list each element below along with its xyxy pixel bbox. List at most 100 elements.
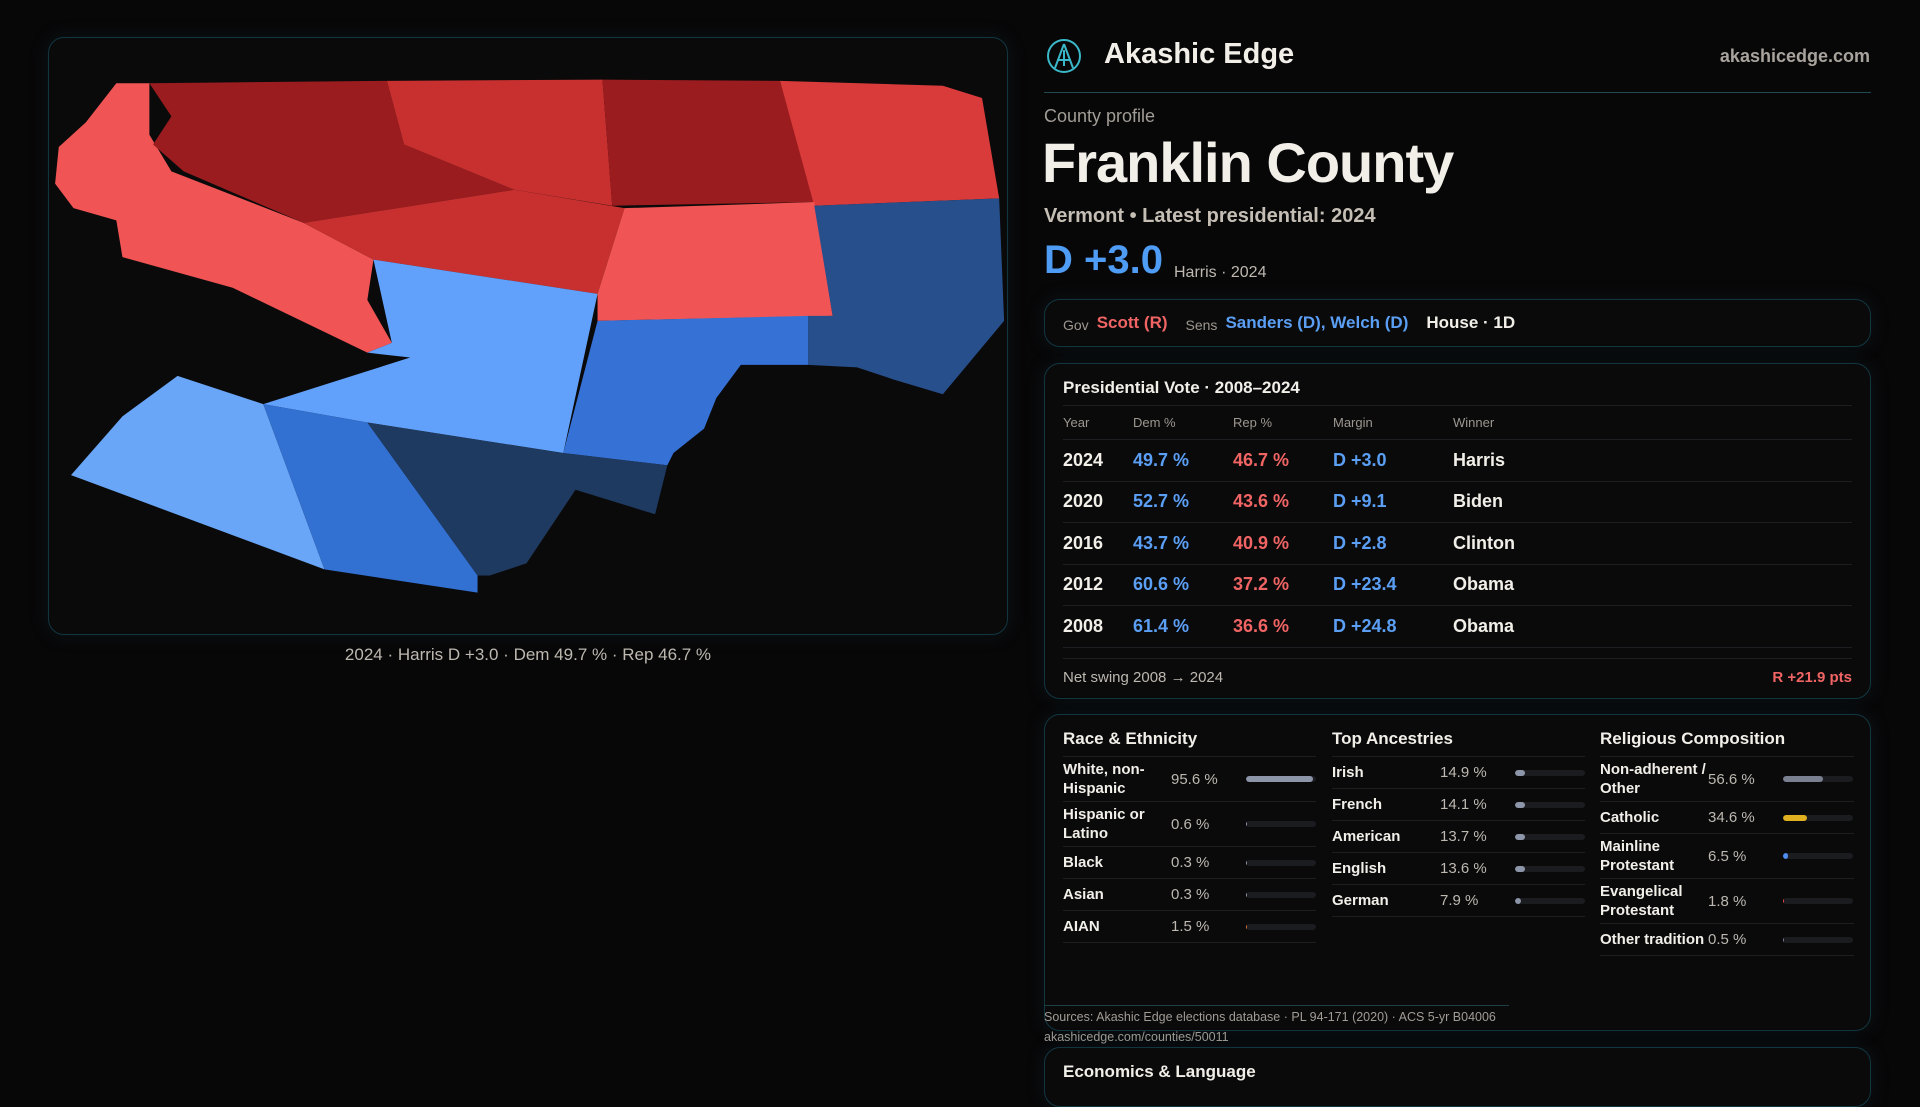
map-town[interactable]	[303, 189, 625, 294]
item-bar	[1515, 769, 1585, 776]
col-rep: Rep %	[1233, 415, 1273, 430]
item-bar	[1783, 898, 1853, 904]
table-cell: 2008	[1063, 615, 1104, 636]
swing-label: Net swing 2008 → 2024	[1063, 668, 1224, 686]
item-name: German	[1332, 892, 1389, 909]
item-name: Irish	[1332, 764, 1364, 781]
table-cell: 46.7 %	[1233, 449, 1290, 470]
sources: Sources: Akashic Edge elections database…	[1044, 1005, 1509, 1047]
table-cell: Harris	[1453, 449, 1506, 470]
item-bar	[1515, 801, 1585, 808]
table-cell: 36.6 %	[1233, 615, 1290, 636]
item-value: 14.1 %	[1440, 796, 1487, 813]
item-bar	[1515, 865, 1585, 872]
item-value: 13.6 %	[1440, 860, 1487, 877]
table-cell: 43.7 %	[1133, 532, 1190, 553]
map-town[interactable]	[149, 80, 515, 223]
item-name: English	[1332, 860, 1387, 877]
item-name: Other tradition	[1600, 931, 1705, 948]
table-cell: D +2.8	[1333, 532, 1387, 553]
table-cell: D +3.0	[1333, 449, 1387, 470]
item-name: American	[1332, 828, 1401, 845]
county-map	[55, 79, 1005, 593]
map-town[interactable]	[780, 80, 1000, 206]
presidential-vote-panel: Presidential Vote · 2008–2024 Year Dem %…	[1044, 363, 1871, 699]
table-cell: 2012	[1063, 574, 1104, 595]
col-winner: Winner	[1453, 415, 1495, 430]
table-cell: 2020	[1063, 491, 1104, 512]
gov-label: Gov	[1063, 316, 1089, 333]
latest-margin: D +3.0	[1044, 238, 1163, 282]
site-link[interactable]: akashicedge.com	[1719, 46, 1870, 66]
item-name: White, non-Hispanic	[1063, 761, 1145, 797]
table-cell: Clinton	[1453, 532, 1515, 553]
item-value: 0.5 %	[1708, 931, 1747, 948]
table-cell: 49.7 %	[1133, 449, 1190, 470]
subtitle: Vermont • Latest presidential: 2024	[1044, 205, 1376, 227]
map-town[interactable]	[597, 202, 833, 321]
house: House · 1D	[1426, 313, 1516, 332]
item-value: 1.5 %	[1171, 918, 1210, 935]
map-town[interactable]	[263, 259, 598, 454]
item-name: Non-adherent / Other	[1600, 761, 1706, 797]
sources-url[interactable]: akashicedge.com/counties/50011	[1044, 1030, 1229, 1044]
officials-bar: Gov Scott (R) Sens Sanders (D), Welch (D…	[1044, 299, 1871, 347]
item-bar	[1515, 897, 1585, 904]
item-bar	[1246, 891, 1316, 898]
table-cell: D +23.4	[1333, 574, 1397, 595]
item-value: 0.6 %	[1171, 815, 1210, 833]
list-item: French 14.1 %	[1332, 789, 1585, 821]
ancestry-title: Top Ancestries	[1332, 715, 1585, 757]
table-cell: 2024	[1063, 449, 1104, 470]
item-bar	[1783, 814, 1853, 821]
map-town[interactable]	[367, 422, 668, 576]
list-item: German 7.9 %	[1332, 885, 1585, 917]
economics-panel: Economics & Language	[1044, 1047, 1871, 1107]
table-cell: 61.4 %	[1133, 615, 1190, 636]
list-item: Evangelical Protestant 1.8 %	[1600, 879, 1854, 924]
table-cell: 60.6 %	[1133, 574, 1190, 595]
table-cell: 43.6 %	[1233, 491, 1290, 512]
economics-title: Economics & Language	[1063, 1062, 1256, 1081]
col-dem: Dem %	[1133, 415, 1176, 430]
religion-column: Religious Composition Non-adherent / Othe…	[1600, 715, 1854, 956]
sens-label: Sens	[1185, 316, 1218, 333]
map-town[interactable]	[71, 375, 325, 570]
item-value: 34.6 %	[1708, 809, 1755, 826]
item-value: 56.6 %	[1708, 770, 1755, 788]
senators: Sanders (D), Welch (D)	[1225, 313, 1409, 332]
item-bar	[1515, 833, 1585, 840]
list-item: American 13.7 %	[1332, 821, 1585, 853]
brand-name: Akashic Edge	[1104, 38, 1295, 70]
item-value: 95.6 %	[1171, 770, 1218, 788]
header-divider	[1044, 92, 1871, 93]
item-bar	[1246, 923, 1316, 930]
item-name: AIAN	[1063, 918, 1100, 935]
item-value: 0.3 %	[1171, 886, 1210, 903]
list-item: Black 0.3 %	[1063, 847, 1316, 879]
list-item: White, non-Hispanic 95.6 %	[1063, 757, 1316, 802]
table-cell: 37.2 %	[1233, 574, 1290, 595]
demographics-panel: Race & Ethnicity White, non-Hispanic 95.6 …	[1044, 714, 1871, 1031]
map-town[interactable]	[808, 198, 1005, 395]
table-cell: Obama	[1453, 574, 1515, 595]
table-row: 2024 49.7 % 46.7 % D +3.0 Harris	[1063, 440, 1852, 482]
item-name: French	[1332, 796, 1383, 813]
col-margin: Margin	[1333, 415, 1373, 430]
table-header: Year Dem % Rep % Margin Winner	[1063, 406, 1852, 440]
map-town[interactable]	[602, 79, 815, 206]
item-name: Mainline Protestant	[1600, 838, 1675, 874]
map-town[interactable]	[563, 315, 809, 466]
item-name: Asian	[1063, 886, 1104, 903]
item-value: 0.3 %	[1171, 854, 1210, 871]
list-item: Mainline Protestant 6.5 %	[1600, 834, 1854, 879]
list-item: Irish 14.9 %	[1332, 757, 1585, 789]
map-town[interactable]	[263, 404, 478, 593]
map-town[interactable]	[386, 79, 613, 206]
table-cell: 52.7 %	[1133, 491, 1190, 512]
item-value: 14.9 %	[1440, 764, 1487, 781]
table-cell: Obama	[1453, 615, 1515, 636]
item-value: 6.5 %	[1708, 847, 1747, 865]
panel-title: Presidential Vote · 2008–2024	[1063, 364, 1852, 406]
map-town[interactable]	[55, 83, 392, 353]
